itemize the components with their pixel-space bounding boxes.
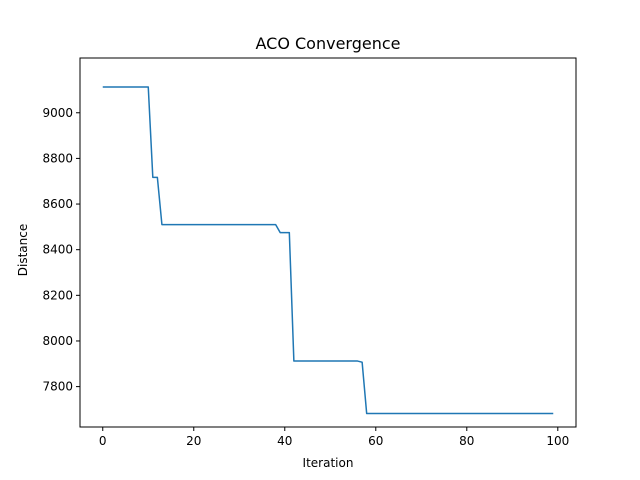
x-tick-label: 100	[546, 434, 569, 448]
x-axis-ticks: 0 20 40 60 80 100	[99, 427, 569, 448]
y-tick-label: 8200	[42, 288, 73, 302]
x-axis-label: Iteration	[303, 456, 354, 470]
y-axis-ticks: 7800 8000 8200 8400 8600 8800 9000	[42, 106, 80, 394]
chart-title: ACO Convergence	[255, 34, 400, 53]
y-tick-label: 8800	[42, 151, 73, 165]
y-tick-label: 9000	[42, 106, 73, 120]
plot-area	[102, 86, 554, 415]
x-tick-label: 80	[459, 434, 474, 448]
x-tick-label: 0	[99, 434, 107, 448]
x-tick-label: 20	[186, 434, 201, 448]
y-tick-label: 8000	[42, 334, 73, 348]
y-tick-label: 8600	[42, 197, 73, 211]
y-tick-label: 7800	[42, 380, 73, 394]
axes-frame	[79, 57, 577, 428]
x-tick-label: 40	[277, 434, 292, 448]
x-tick-label: 60	[368, 434, 383, 448]
y-axis-label: Distance	[16, 224, 30, 276]
y-tick-label: 8400	[42, 243, 73, 257]
series-line-0	[102, 86, 554, 415]
